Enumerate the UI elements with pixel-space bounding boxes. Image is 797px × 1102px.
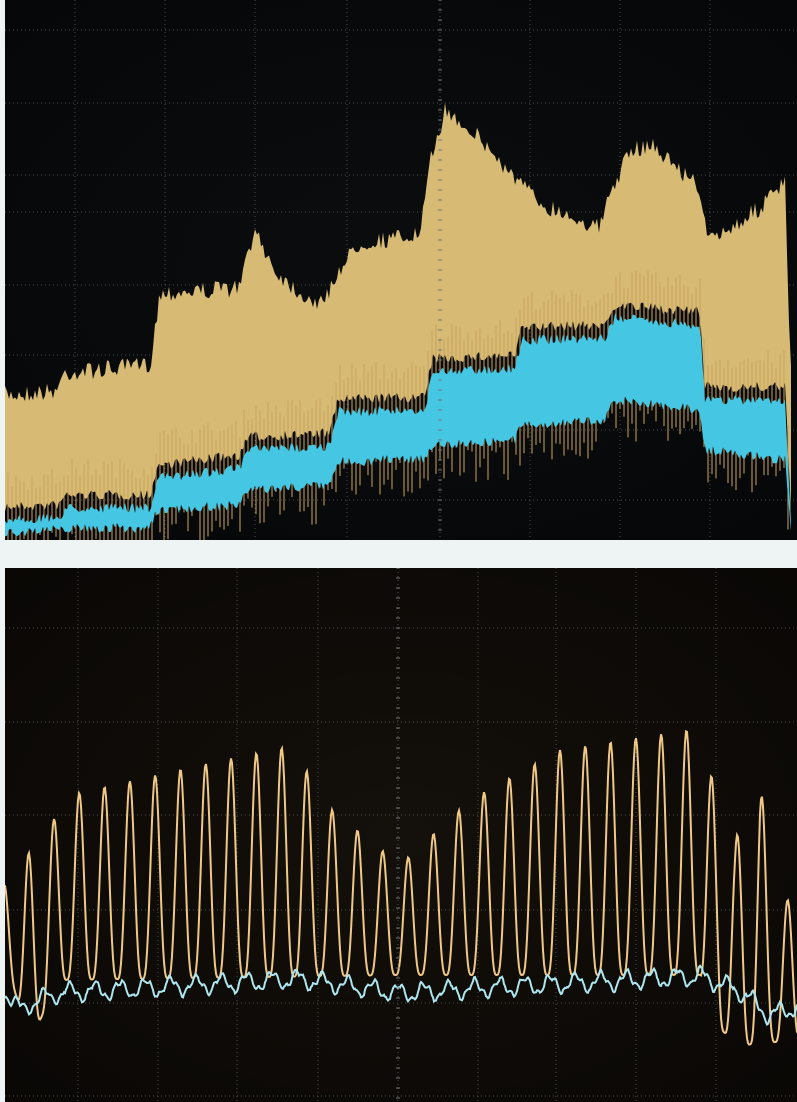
cyan-band [5,313,791,537]
yellow-envelope [5,102,791,512]
yellow-trace [5,729,797,1046]
cyan-trace [5,964,797,1027]
bottom-trace-group [5,568,797,1102]
bottom-screen [5,568,797,1102]
top-trace-group [5,0,797,540]
